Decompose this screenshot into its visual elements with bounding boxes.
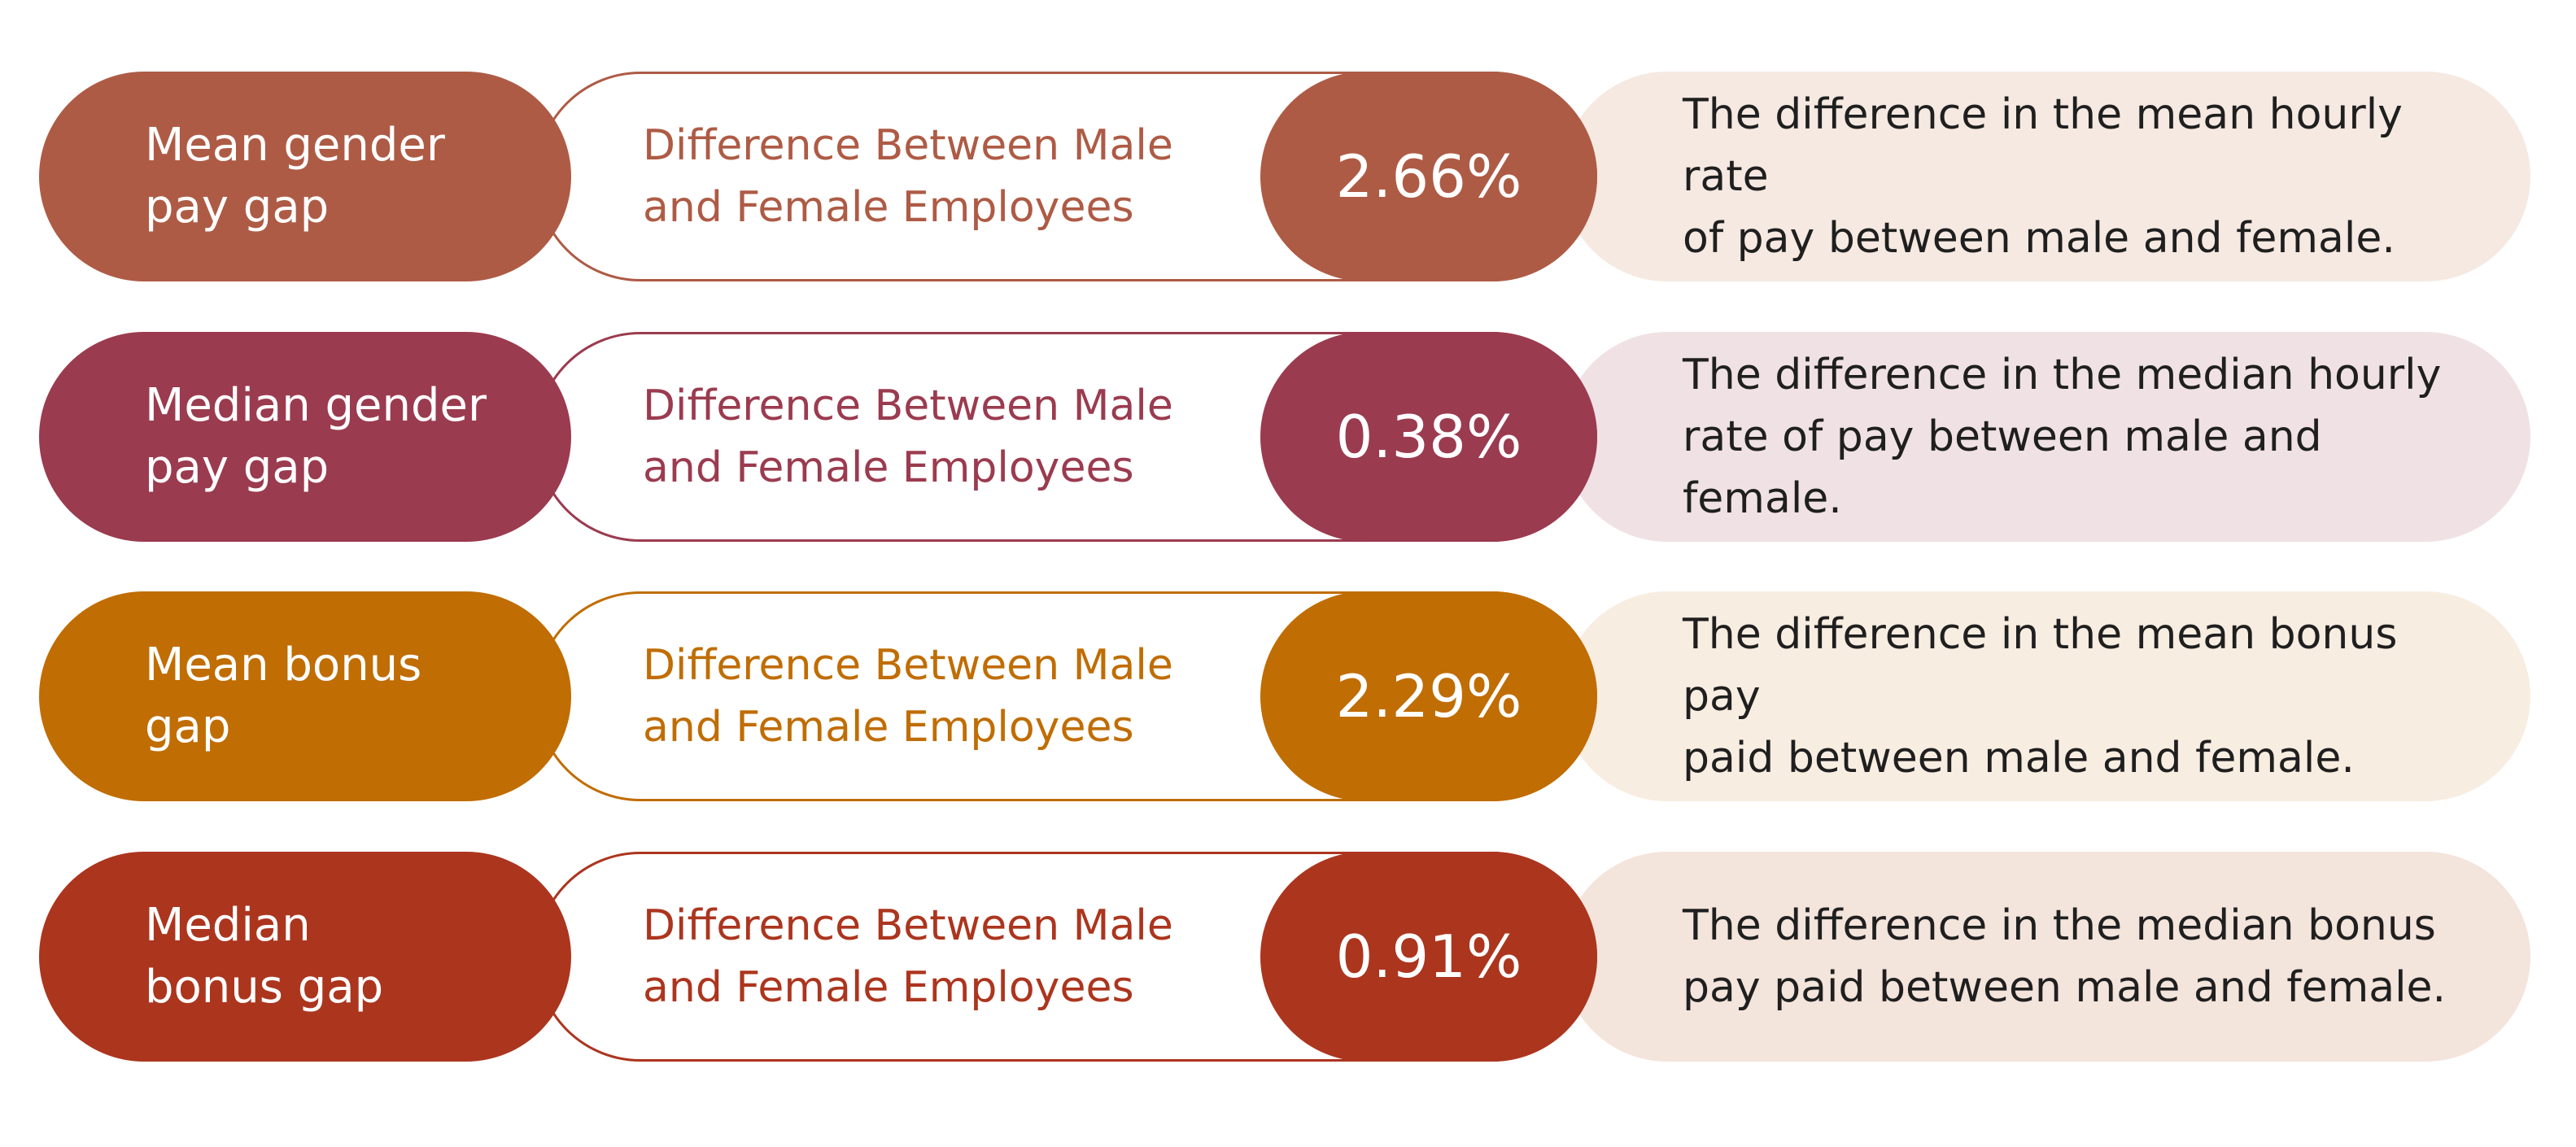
pay-gap-row-median-bonus: Median bonus gap Difference Between Male… (39, 852, 2530, 1062)
difference-label: Difference Between Male and Female Emplo… (643, 382, 1173, 492)
pay-gap-row-mean-gender: Mean gender pay gap Difference Between M… (39, 72, 2530, 281)
description-pill: The difference in the median hourly rate… (1562, 332, 2530, 542)
metric-label: Median bonus gap (145, 899, 384, 1014)
metric-label-pill: Median bonus gap (39, 852, 571, 1062)
gap-value: 0.91% (1335, 922, 1522, 991)
gap-value-badge: 2.29% (1260, 591, 1597, 801)
pay-gap-row-mean-bonus: Mean bonus gap Difference Between Male a… (39, 591, 2530, 801)
gap-value: 2.66% (1335, 142, 1522, 211)
difference-label: Difference Between Male and Female Emplo… (643, 121, 1173, 232)
difference-label: Difference Between Male and Female Emplo… (643, 901, 1173, 1012)
difference-label: Difference Between Male and Female Emplo… (643, 641, 1173, 752)
gap-value: 0.38% (1335, 403, 1522, 471)
metric-label-pill: Mean gender pay gap (39, 72, 571, 281)
description-pill: The difference in the mean hourly rate o… (1562, 72, 2530, 281)
gap-value-badge: 2.66% (1260, 72, 1597, 281)
metric-label: Mean bonus gap (145, 639, 422, 753)
description-text: The difference in the median bonus pay p… (1683, 901, 2447, 1012)
description-text: The difference in the median hourly rate… (1683, 351, 2442, 523)
description-text: The difference in the mean bonus pay pai… (1683, 610, 2398, 783)
gap-value-badge: 0.91% (1260, 852, 1597, 1062)
gap-value: 2.29% (1335, 662, 1522, 731)
description-text: The difference in the mean hourly rate o… (1683, 90, 2403, 263)
metric-label-pill: Median gender pay gap (39, 332, 571, 542)
gap-value-badge: 0.38% (1260, 332, 1597, 542)
metric-label-pill: Mean bonus gap (39, 591, 571, 801)
metric-label: Median gender pay gap (145, 379, 487, 494)
pay-gap-row-median-gender: Median gender pay gap Difference Between… (39, 332, 2530, 542)
metric-label: Mean gender pay gap (145, 119, 445, 233)
description-pill: The difference in the mean bonus pay pai… (1562, 591, 2530, 801)
description-pill: The difference in the median bonus pay p… (1562, 852, 2530, 1062)
